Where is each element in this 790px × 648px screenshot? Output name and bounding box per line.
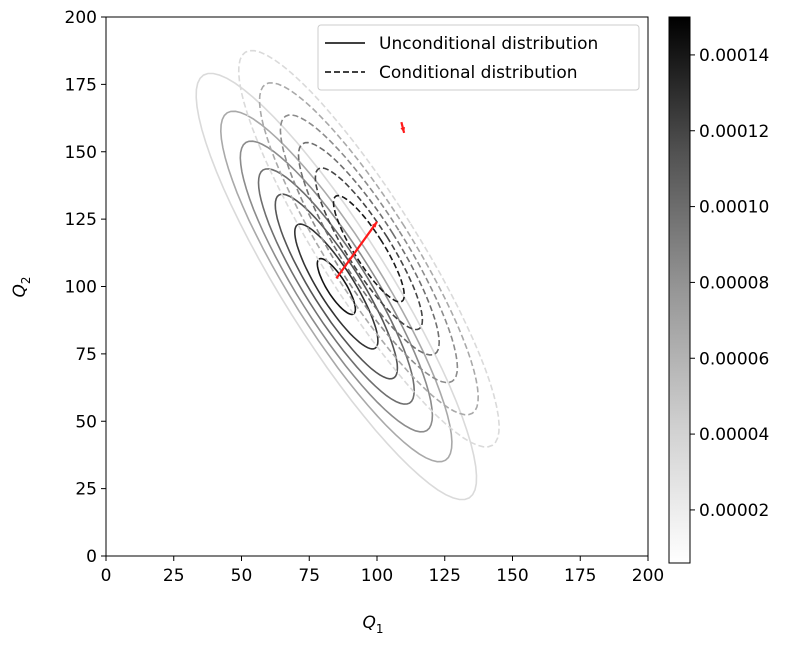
colorbar-tick-label: 0.00010 bbox=[699, 198, 769, 218]
y-tick-label: 75 bbox=[75, 345, 97, 365]
x-tick-label: 50 bbox=[231, 566, 253, 586]
x-tick-label: 0 bbox=[101, 566, 112, 586]
x-tick-label: 175 bbox=[564, 566, 596, 586]
x-axis-label-sub: 1 bbox=[376, 622, 384, 636]
colorbar-tick-label: 0.00014 bbox=[699, 46, 769, 66]
series-conditional bbox=[237, 49, 500, 448]
contour-solid-0 bbox=[195, 72, 478, 501]
series-unconditional bbox=[195, 72, 478, 501]
contour-solid-2 bbox=[239, 140, 434, 433]
x-tick-label: 75 bbox=[298, 566, 320, 586]
colorbar: 0.00002 0.00004 0.00006 0.00008 0.00010 0.000… bbox=[668, 16, 769, 564]
y-axis-ticks: 0 25 50 75 100 125 150 175 200 bbox=[65, 8, 106, 567]
contour-dashed-3 bbox=[297, 141, 441, 356]
y-tick-label: 50 bbox=[75, 412, 97, 432]
colorbar-tick-label: 0.00004 bbox=[699, 425, 769, 445]
legend-box bbox=[317, 24, 640, 91]
legend-label-conditional: Conditional distribution bbox=[379, 63, 578, 83]
y-tick-label: 0 bbox=[86, 547, 97, 567]
colorbar-tick-label: 0.00012 bbox=[699, 122, 769, 142]
plot-frame bbox=[105, 16, 649, 557]
shift-arrow-head-0 bbox=[371, 221, 377, 228]
x-tick-label: 25 bbox=[163, 566, 185, 586]
x-tick-label: 150 bbox=[496, 566, 528, 586]
colorbar-tick-label: 0.00002 bbox=[699, 501, 769, 521]
legend-label-unconditional: Unconditional distribution bbox=[379, 34, 598, 54]
contour-solid-6 bbox=[316, 257, 357, 316]
arrows-layer bbox=[335, 121, 406, 280]
colorbar-tick-label: 0.00006 bbox=[699, 349, 769, 369]
x-tick-label: 125 bbox=[429, 566, 461, 586]
contour-dashed-1 bbox=[258, 82, 480, 416]
y-tick-label: 200 bbox=[65, 8, 97, 28]
contour-solid-4 bbox=[274, 193, 399, 380]
contour-solid-3 bbox=[257, 168, 416, 405]
y-tick-label: 25 bbox=[75, 480, 97, 500]
y-tick-label: 125 bbox=[65, 210, 97, 230]
colorbar-tick-label: 0.00008 bbox=[699, 273, 769, 293]
contour-solid-1 bbox=[219, 110, 453, 463]
contour-dashed-0 bbox=[237, 49, 500, 448]
x-tick-label: 100 bbox=[361, 566, 393, 586]
legend: Unconditional distribution Conditional d… bbox=[317, 24, 640, 91]
y-tick-label: 150 bbox=[65, 143, 97, 163]
contour-dashed-5 bbox=[332, 194, 406, 303]
colorbar-ticks: 0.00002 0.00004 0.00006 0.00008 0.00010 0.000… bbox=[690, 46, 769, 521]
y-axis-label: Q2 bbox=[10, 276, 33, 297]
shift-arrow-0 bbox=[335, 221, 378, 280]
contour-dashed-2 bbox=[279, 114, 459, 384]
x-tick-label: 200 bbox=[632, 566, 664, 586]
y-tick-label: 100 bbox=[65, 278, 97, 298]
y-axis-label-sub: 2 bbox=[19, 276, 33, 284]
x-axis-label: Q1 bbox=[362, 613, 383, 636]
y-tick-label: 175 bbox=[65, 75, 97, 95]
shift-arrow-head-1 bbox=[400, 126, 406, 133]
contours-layer bbox=[195, 49, 500, 501]
x-axis-ticks: 0 25 50 75 100 125 150 175 200 bbox=[101, 556, 664, 586]
colorbar-gradient bbox=[668, 16, 691, 564]
